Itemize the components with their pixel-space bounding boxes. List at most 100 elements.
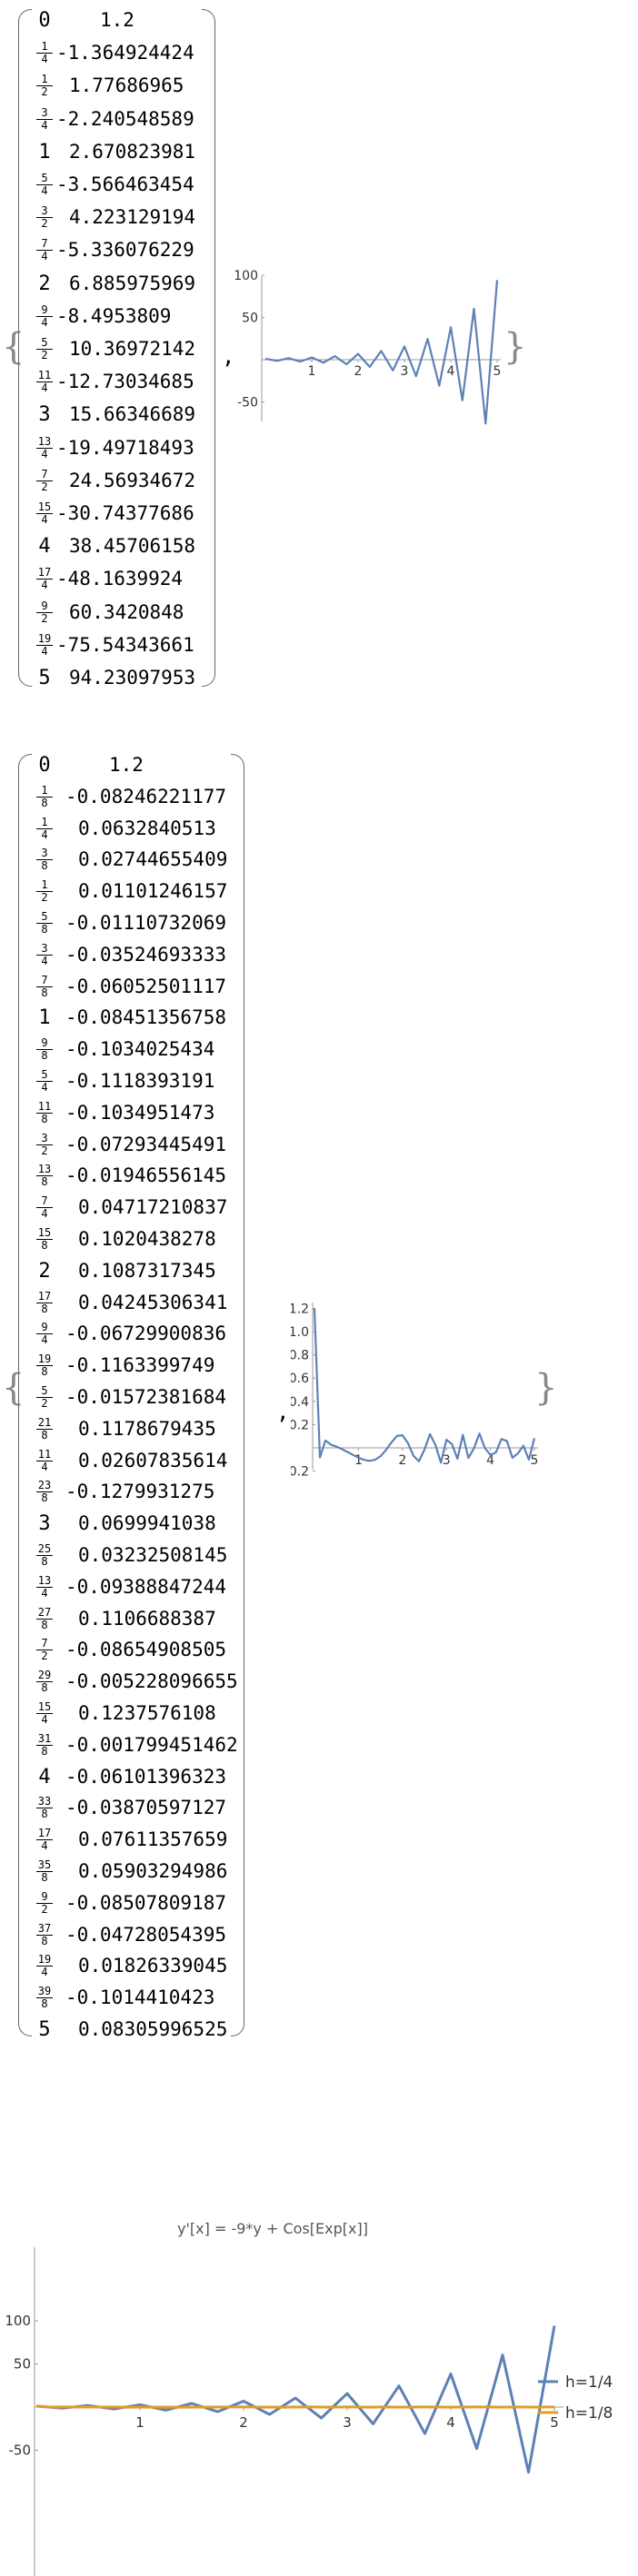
table-row: 17 4 -48.1639924: [35, 564, 271, 594]
x-tick-label: 4: [447, 364, 455, 379]
table-row: 23 8 -0.1279931275: [35, 1477, 271, 1507]
x-value-fraction: 37 8: [36, 1922, 53, 1947]
numerator: 33: [36, 1795, 53, 1809]
y-value: 1.77686965: [69, 74, 184, 97]
x-tick-label: 4: [446, 2414, 455, 2431]
y-value: 0.03232508145: [78, 1544, 228, 1566]
x-value-fraction: 11 4: [36, 370, 53, 394]
table-row: 29 8 -0.005228096655: [35, 1667, 271, 1697]
matrix-left-paren: [18, 754, 32, 2036]
denominator: 4: [41, 118, 48, 132]
table-row: 9 4 -0.06729900836: [35, 1319, 271, 1349]
x-value-fraction: 17 4: [36, 567, 53, 591]
x-value: 2: [38, 272, 51, 295]
x-tick-label: 5: [550, 2414, 559, 2431]
y-value: 0.05903294986: [78, 1860, 228, 1882]
denominator: 4: [41, 1333, 48, 1347]
denominator: 8: [41, 1871, 48, 1884]
x-value: 1: [38, 1006, 51, 1030]
x-value-fraction: 13 4: [36, 435, 53, 461]
table-row: 1 4 0.0632840513: [35, 814, 271, 844]
y-value: 0.1106688387: [78, 1607, 216, 1630]
numerator: 5: [36, 1069, 53, 1082]
numerator: 19: [36, 1953, 53, 1967]
table-row: 13 4 -0.09388847244: [35, 1572, 271, 1602]
denominator: 2: [41, 1144, 48, 1157]
x-value-fraction: 31 8: [36, 1732, 53, 1758]
open-brace: {: [2, 1367, 25, 1409]
numerator: 15: [36, 500, 53, 514]
y-value: 0.1178679435: [78, 1417, 216, 1440]
y-value: 0.1237576108: [78, 1702, 216, 1724]
x-value-fraction: 13 8: [36, 1164, 53, 1188]
table-row: 19 4 -75.54343661: [35, 630, 271, 660]
comparison-chart: y'[x] = -9*y + Cos[Exp[x]] 1 2 3 4 5 100 50 -50…: [0, 2216, 638, 2576]
table-row: 5 4 -0.1118393191: [35, 1066, 271, 1096]
denominator: 8: [41, 1934, 48, 1947]
x-value-fraction: 25 8: [36, 1543, 53, 1568]
numerator: 9: [36, 599, 53, 613]
table-row: 3 0.0699941038: [35, 1509, 271, 1539]
numerator: 13: [36, 1573, 53, 1588]
numerator: 23: [36, 1479, 53, 1493]
denominator: 4: [41, 184, 48, 197]
y-value: 1.2: [109, 754, 144, 776]
y-tick-label: 1.2: [291, 1302, 309, 1316]
numerator: 1: [36, 879, 53, 893]
denominator: 8: [41, 859, 48, 873]
table-row: 5 4 -3.566463454: [35, 170, 271, 200]
denominator: 4: [41, 1966, 48, 1979]
denominator: 2: [41, 1650, 48, 1663]
y-value: -0.01572381684: [65, 1386, 227, 1408]
y-value: -0.03524693333: [65, 943, 227, 966]
x-value: 4: [38, 1765, 51, 1788]
table-row: 4 38.45706158: [35, 531, 271, 561]
x-tick-label: 3: [443, 1453, 451, 1468]
table-row: 33 8 -0.03870597127: [35, 1793, 271, 1823]
denominator: 2: [41, 1397, 48, 1410]
solution-table-h-eighth: 0 1.2 1 8 -0.08246221177 1 4 0.0632840513 3 8 0.02…: [35, 750, 280, 2041]
y-tick-label: 1.0: [291, 1325, 309, 1340]
numerator: 1: [36, 816, 53, 829]
denominator: 8: [41, 923, 48, 936]
y-value: 0.08305996525: [78, 2018, 228, 2040]
close-brace: }: [534, 1367, 558, 1409]
y-tick-label: 0.6: [291, 1372, 309, 1386]
denominator: 4: [41, 644, 48, 658]
y-tick-label: 100: [5, 2313, 31, 2329]
x-value: 0: [38, 754, 51, 777]
denominator: 8: [41, 1428, 48, 1442]
x-value-fraction: 11 8: [36, 1100, 53, 1125]
y-value: 60.3420848: [69, 600, 184, 623]
x-tick-label: 1: [308, 364, 316, 379]
table-row: 1 -0.08451356758: [35, 1003, 271, 1033]
denominator: 4: [41, 1207, 48, 1221]
x-value-fraction: 13 4: [36, 1573, 53, 1600]
numerator: 11: [36, 369, 53, 383]
table-row: 11 4 0.02607835614: [35, 1446, 271, 1476]
numerator: 5: [36, 173, 53, 185]
y-value: -0.08654908505: [65, 1639, 227, 1661]
table-row: 11 4 -12.73034685: [35, 367, 271, 397]
table-row: 1 2 0.01101246157: [35, 877, 271, 907]
y-value: 10.36972142: [69, 338, 196, 360]
y-value: -0.08451356758: [65, 1006, 227, 1029]
y-value: -0.01946556145: [65, 1164, 227, 1187]
table-row: 7 4 0.04717210837: [35, 1193, 271, 1223]
y-value: 2.670823981: [69, 140, 196, 163]
table-row: 17 8 0.04245306341: [35, 1288, 271, 1318]
x-tick-label: 3: [343, 2414, 352, 2431]
numerator: 1: [36, 41, 53, 54]
table-row: 0 1.2: [35, 750, 271, 780]
numerator: 3: [36, 205, 53, 219]
y-value: 0.02607835614: [78, 1449, 228, 1471]
x-value-fraction: 39 8: [36, 1986, 53, 2010]
